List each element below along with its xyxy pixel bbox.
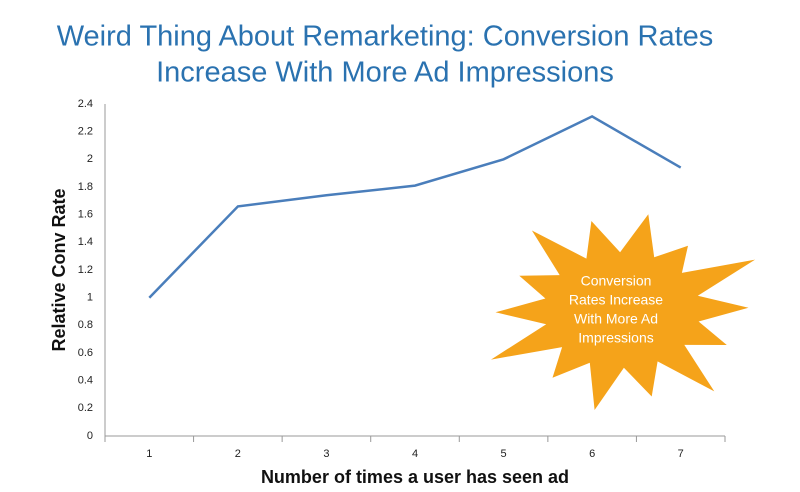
starburst bbox=[491, 214, 756, 410]
chart-title: Weird Thing About Remarketing: Conversio… bbox=[57, 21, 714, 53]
x-axis-label: Number of times a user has seen ad bbox=[261, 467, 569, 487]
line bbox=[148, 114, 682, 299]
x-tick-label: 2 bbox=[235, 448, 241, 460]
y-tick-label: 2 bbox=[87, 153, 93, 165]
x-tick-label: 4 bbox=[412, 448, 418, 460]
y-tick-label: 0.4 bbox=[78, 375, 93, 387]
y-tick-label: 0.6 bbox=[78, 347, 93, 359]
y-tick-label: 1 bbox=[87, 292, 93, 304]
chart-title: Increase With More Ad Impressions bbox=[156, 57, 614, 89]
y-tick-label: 1.2 bbox=[78, 264, 93, 276]
annotation: Conversion bbox=[581, 273, 652, 289]
x-tick-label: 3 bbox=[323, 448, 329, 460]
y-axis-label: Relative Conv Rate bbox=[49, 188, 69, 351]
y-tick-label: 2.4 bbox=[78, 98, 93, 110]
annotation: Rates Increase bbox=[569, 292, 663, 308]
y-tick-label: 0.8 bbox=[78, 319, 93, 331]
annotation: Impressions bbox=[578, 330, 653, 346]
x-tick-label: 5 bbox=[501, 448, 507, 460]
annotation: With More Ad bbox=[574, 311, 658, 327]
y-tick-label: 1.4 bbox=[78, 236, 93, 248]
x-tick-label: 1 bbox=[146, 448, 152, 460]
y-tick-label: 0.2 bbox=[78, 402, 93, 414]
y-tick-label: 1.8 bbox=[78, 181, 93, 193]
x-tick-label: 6 bbox=[589, 448, 595, 460]
y-tick-label: 2.2 bbox=[78, 126, 93, 138]
y-tick-label: 0 bbox=[87, 430, 93, 442]
x-tick-label: 7 bbox=[678, 448, 684, 460]
y-tick-label: 1.6 bbox=[78, 209, 93, 221]
